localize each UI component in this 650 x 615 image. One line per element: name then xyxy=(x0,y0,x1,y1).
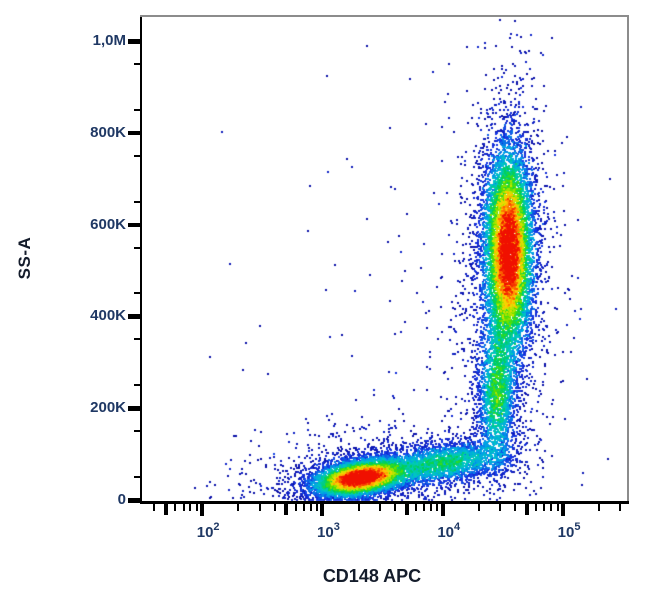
y-tick-label-400K: 400K xyxy=(90,307,126,325)
x-minor-tick xyxy=(514,504,517,511)
y-axis-title: SS-A xyxy=(15,236,34,280)
x-minor-tick xyxy=(415,504,418,511)
x-medium-tick xyxy=(284,504,289,515)
x-minor-tick xyxy=(195,504,198,511)
x-minor-tick xyxy=(543,504,546,511)
y-minor-tick xyxy=(134,108,142,111)
x-minor-tick xyxy=(174,504,177,511)
x-major-tick xyxy=(561,504,566,516)
y-major-tick xyxy=(128,498,142,503)
y-major-tick xyxy=(128,406,142,411)
y-major-tick xyxy=(128,39,142,44)
y-minor-tick xyxy=(134,384,142,387)
x-minor-tick xyxy=(309,504,312,511)
y-major-tick xyxy=(128,222,142,228)
x-minor-tick xyxy=(550,504,553,511)
y-tick-label-200K: 200K xyxy=(90,399,126,417)
x-axis-title: CD148 APC xyxy=(322,566,422,586)
x-minor-tick xyxy=(302,504,305,511)
x-minor-tick xyxy=(499,504,502,511)
x-medium-tick xyxy=(524,504,529,515)
y-tick-label-800K: 800K xyxy=(90,123,126,141)
x-minor-tick xyxy=(258,504,261,511)
x-tick-label-10e4: 104 xyxy=(437,521,461,541)
y-axis-spine xyxy=(140,17,142,503)
x-tick-label-10e3: 103 xyxy=(317,521,340,541)
y-minor-tick xyxy=(134,430,142,433)
x-axis-spine xyxy=(140,501,629,504)
x-major-tick xyxy=(200,504,205,516)
x-tick-label-10e5: 105 xyxy=(557,521,581,541)
x-medium-tick xyxy=(163,504,168,515)
y-minor-tick xyxy=(134,62,142,65)
scatter-canvas xyxy=(142,17,627,503)
x-minor-tick xyxy=(315,504,318,511)
x-minor-tick xyxy=(535,504,538,511)
x-tick-label-10e2: 102 xyxy=(196,521,220,541)
x-minor-tick xyxy=(294,504,297,511)
y-tick-label-0: 0 xyxy=(117,491,126,508)
y-minor-tick xyxy=(134,292,142,295)
x-minor-tick xyxy=(189,504,192,511)
y-tick-label-1,0M: 1,0M xyxy=(92,32,126,49)
x-minor-tick xyxy=(477,504,480,511)
x-minor-tick xyxy=(378,504,381,511)
x-minor-tick xyxy=(357,504,360,511)
y-minor-tick xyxy=(134,246,142,249)
y-minor-tick xyxy=(134,200,142,203)
x-minor-tick xyxy=(273,504,276,511)
x-minor-tick xyxy=(237,504,240,511)
y-minor-tick xyxy=(134,154,142,157)
x-minor-tick xyxy=(619,504,622,511)
plot-frame-top xyxy=(140,15,629,17)
plot-area xyxy=(142,17,627,503)
x-minor-tick xyxy=(598,504,601,511)
x-major-tick xyxy=(440,504,445,516)
plot-frame-right xyxy=(627,15,629,503)
y-minor-tick xyxy=(134,476,142,479)
x-medium-tick xyxy=(404,504,409,515)
x-minor-tick xyxy=(153,504,156,511)
y-tick-label-600K: 600K xyxy=(90,215,126,233)
x-major-tick xyxy=(320,504,325,516)
x-minor-tick xyxy=(430,504,433,511)
x-minor-tick xyxy=(423,504,426,511)
x-minor-tick xyxy=(556,504,559,511)
y-major-tick xyxy=(128,130,142,136)
x-minor-tick xyxy=(436,504,439,511)
y-major-tick xyxy=(128,314,142,319)
x-minor-tick xyxy=(182,504,185,511)
y-minor-tick xyxy=(134,338,142,341)
x-minor-tick xyxy=(393,504,396,511)
